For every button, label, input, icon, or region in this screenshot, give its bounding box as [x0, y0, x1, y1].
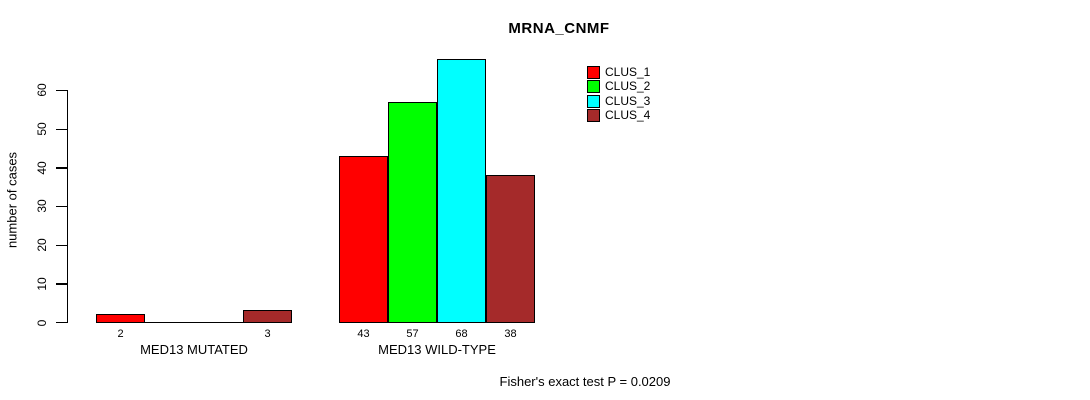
bar-clus_3: [437, 59, 486, 323]
bar-clus_1: [96, 314, 145, 323]
y-tick: [56, 283, 68, 285]
y-axis-title: number of cases: [4, 151, 20, 249]
y-tick: [56, 244, 68, 247]
y-tick-label: 10: [35, 277, 49, 291]
legend-item: CLUS_2: [587, 79, 651, 94]
y-tick-label: 30: [35, 199, 49, 214]
y-tick: [56, 205, 68, 208]
legend-swatch: [587, 94, 600, 108]
legend-label: CLUS_3: [605, 93, 651, 108]
legend-label: CLUS_1: [605, 65, 651, 79]
bar-clus_2: [388, 101, 437, 323]
y-tick-label: 40: [35, 161, 49, 175]
bar-clus_4: [486, 175, 535, 323]
stat-annotation: Fisher's exact test P = 0.0209: [499, 374, 671, 389]
bar-value-label: 3: [264, 328, 271, 340]
y-tick: [56, 128, 68, 131]
y-tick: [56, 89, 68, 92]
y-tick-label: 20: [35, 238, 49, 252]
legend-swatch: [587, 109, 600, 123]
bar-value-label: 38: [504, 328, 517, 340]
bar-clus_3-zero: [194, 322, 243, 323]
legend-item: CLUS_3: [587, 93, 651, 108]
legend-item: CLUS_4: [587, 108, 651, 123]
legend-swatch: [587, 66, 600, 79]
bar-clus_2-zero: [145, 322, 194, 323]
legend: CLUS_1 CLUS_2 CLUS_3 CLUS_4: [587, 66, 650, 124]
group-label: MED13 WILD-TYPE: [378, 342, 496, 357]
bar-clus_4: [243, 310, 292, 323]
bar-value-label: 68: [455, 328, 468, 340]
y-tick-label: 0: [35, 319, 49, 326]
y-tick: [56, 167, 68, 169]
bar-clus_1: [339, 155, 388, 323]
bar-value-label: 2: [117, 328, 124, 340]
y-tick: [56, 322, 68, 324]
legend-item: CLUS_1: [587, 66, 650, 79]
bar-value-label: 43: [357, 328, 370, 340]
bar-value-label: 57: [406, 328, 419, 340]
legend-swatch: [587, 80, 600, 94]
y-tick-label: 50: [35, 122, 49, 136]
legend-label: CLUS_2: [605, 79, 651, 94]
y-tick-label: 60: [35, 83, 49, 98]
group-label: MED13 MUTATED: [140, 342, 248, 357]
chart-title: MRNA_CNMF: [508, 20, 610, 37]
legend-label: CLUS_4: [605, 108, 651, 123]
